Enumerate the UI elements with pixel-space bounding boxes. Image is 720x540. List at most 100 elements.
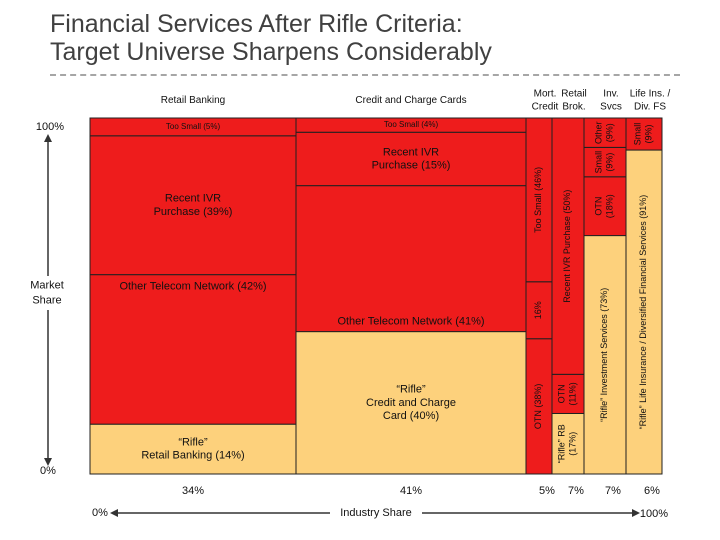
column-header: Inv. Svcs <box>600 88 622 112</box>
segment-label-line: Other <box>594 121 604 144</box>
segment-label: 16% <box>533 301 543 319</box>
x-axis-left-label: 0% <box>92 507 108 519</box>
segment-label-line: Recent IVR <box>383 146 439 158</box>
column-width-label: 7% <box>605 485 621 497</box>
segment-label-line: (18%) <box>605 194 615 218</box>
column-header-line: Credit and Charge Cards <box>355 95 466 106</box>
segment-label: “Rifle” Retail Banking (14%) <box>141 436 244 461</box>
segment-label: Other Telecom Network (42%) <box>119 281 266 293</box>
column-header: Mort. Credit <box>532 88 559 112</box>
y-axis-label-line: Share <box>32 294 61 306</box>
segment-label-line: Other Telecom Network (41%) <box>337 316 484 328</box>
column-header-line: Inv. <box>603 88 618 99</box>
segment-label: Other(9%) <box>594 121 615 144</box>
segment-label-line: OTN <box>594 197 604 216</box>
segment-label: Other Telecom Network (41%) <box>337 316 484 328</box>
page-title: Financial Services After Rifle Criteria:… <box>50 10 690 66</box>
mekko-segment <box>525 117 553 283</box>
segment-label: Too Small (4%) <box>384 120 439 129</box>
column-width-label: 7% <box>568 485 584 497</box>
column-header: Retail Brok. <box>561 88 587 112</box>
segment-label-line: “Rifle” Life Insurance / Diversified Fin… <box>638 195 648 430</box>
segment-label-line: Small <box>633 123 643 146</box>
segment-label-line: Too Small (5%) <box>166 122 221 131</box>
segment-label-line: 16% <box>533 301 543 319</box>
title-line-1: Financial Services After Rifle Criteria: <box>50 10 463 38</box>
segment-label: Small(9%) <box>594 151 615 174</box>
segment-label-line: “Rifle” <box>396 384 426 396</box>
mekko-segment <box>89 274 297 425</box>
segment-label: OTN(18%) <box>594 194 615 218</box>
column-header-line: Div. FS <box>634 101 666 112</box>
mekko-segment <box>295 131 527 187</box>
x-axis-arrowhead-left <box>110 509 118 517</box>
segment-label-line: “Rifle” Investment Services (73%) <box>599 288 609 422</box>
segment-label-line: Other Telecom Network (42%) <box>119 281 266 293</box>
column-width-label: 5% <box>539 485 555 497</box>
column-header: Retail Banking <box>161 95 225 106</box>
segment-label: “Rifle” Investment Services (73%) <box>599 288 609 422</box>
segment-label-line: “Rifle” <box>178 436 208 448</box>
column-header-line: Life Ins. / <box>630 88 671 99</box>
mekko-segment <box>551 117 585 375</box>
segment-label-line: (17%) <box>568 432 578 456</box>
y-axis-label-line: Market <box>30 279 64 291</box>
y-axis-label: Market Share <box>30 279 64 306</box>
segment-label-line: Recent IVR Purchase (50%) <box>562 190 572 303</box>
column-width-label: 34% <box>182 485 204 497</box>
x-axis-label: Industry Share <box>340 507 412 519</box>
column-header-line: Brok. <box>562 101 585 112</box>
segment-label: Recent IVR Purchase (50%) <box>562 190 572 303</box>
segment-label-line: Credit and Charge <box>366 397 456 409</box>
x-axis-arrowhead-right <box>632 509 640 517</box>
segment-label-line: Card (40%) <box>383 410 439 422</box>
y-axis-label-backdrop <box>22 276 74 310</box>
segment-label-line: Too Small (4%) <box>384 120 439 129</box>
segment-label-line: (11%) <box>568 382 578 405</box>
segment-label: Recent IVR Purchase (15%) <box>372 146 451 171</box>
segment-label: Recent IVR Purchase (39%) <box>154 193 233 218</box>
mekko-segment <box>583 117 627 148</box>
mekko-segment <box>625 117 663 151</box>
segment-label-line: (9%) <box>605 153 615 172</box>
segment-label-line: OTN (38%) <box>533 384 543 430</box>
segment-label-line: Purchase (15%) <box>372 159 451 171</box>
segment-label-line: (9%) <box>605 123 615 142</box>
column-header-line: Retail Banking <box>161 95 225 106</box>
segment-label: OTN (38%) <box>533 384 543 430</box>
y-axis-bottom-label: 0% <box>40 465 56 477</box>
x-axis-right-label: 100% <box>640 508 668 520</box>
segment-label-line: Small <box>594 151 604 174</box>
column-header-line: Svcs <box>600 101 622 112</box>
mekko-segment <box>525 338 553 475</box>
segment-label: “Rifle” Life Insurance / Diversified Fin… <box>638 195 648 430</box>
segment-label: Too Small (46%) <box>533 167 543 233</box>
mekko-segment <box>551 373 585 414</box>
segment-label-line: (9%) <box>644 125 654 144</box>
title-divider <box>50 74 680 76</box>
mekko-segment <box>295 185 527 333</box>
column-header: Life Ins. / Div. FS <box>630 88 671 112</box>
mekko-segment <box>625 149 663 475</box>
segment-label-line: OTN <box>557 384 567 403</box>
column-header: Credit and Charge Cards <box>355 95 466 106</box>
column-width-label: 6% <box>644 485 660 497</box>
segment-label: “Rifle” RB(17%) <box>557 424 578 463</box>
segment-label-line: Recent IVR <box>165 193 221 205</box>
y-axis-top-label: 100% <box>36 121 64 133</box>
y-axis-arrowhead-up <box>44 134 52 142</box>
segment-label-line: Purchase (39%) <box>154 206 233 218</box>
y-axis-arrowhead-down <box>44 458 52 466</box>
title-line-2: Target Universe Sharpens Considerably <box>50 38 492 66</box>
column-header-line: Mort. <box>534 88 557 99</box>
column-width-label: 41% <box>400 485 422 497</box>
column-header-line: Retail <box>561 88 587 99</box>
segment-label: Small(9%) <box>633 123 654 146</box>
column-header-line: Credit <box>532 101 559 112</box>
mekko-segment <box>295 331 527 475</box>
segment-label-line: Too Small (46%) <box>533 167 543 233</box>
mekko-segment <box>551 412 585 475</box>
x-axis-label-backdrop <box>330 505 422 521</box>
segment-label-line: “Rifle” RB <box>557 424 567 463</box>
